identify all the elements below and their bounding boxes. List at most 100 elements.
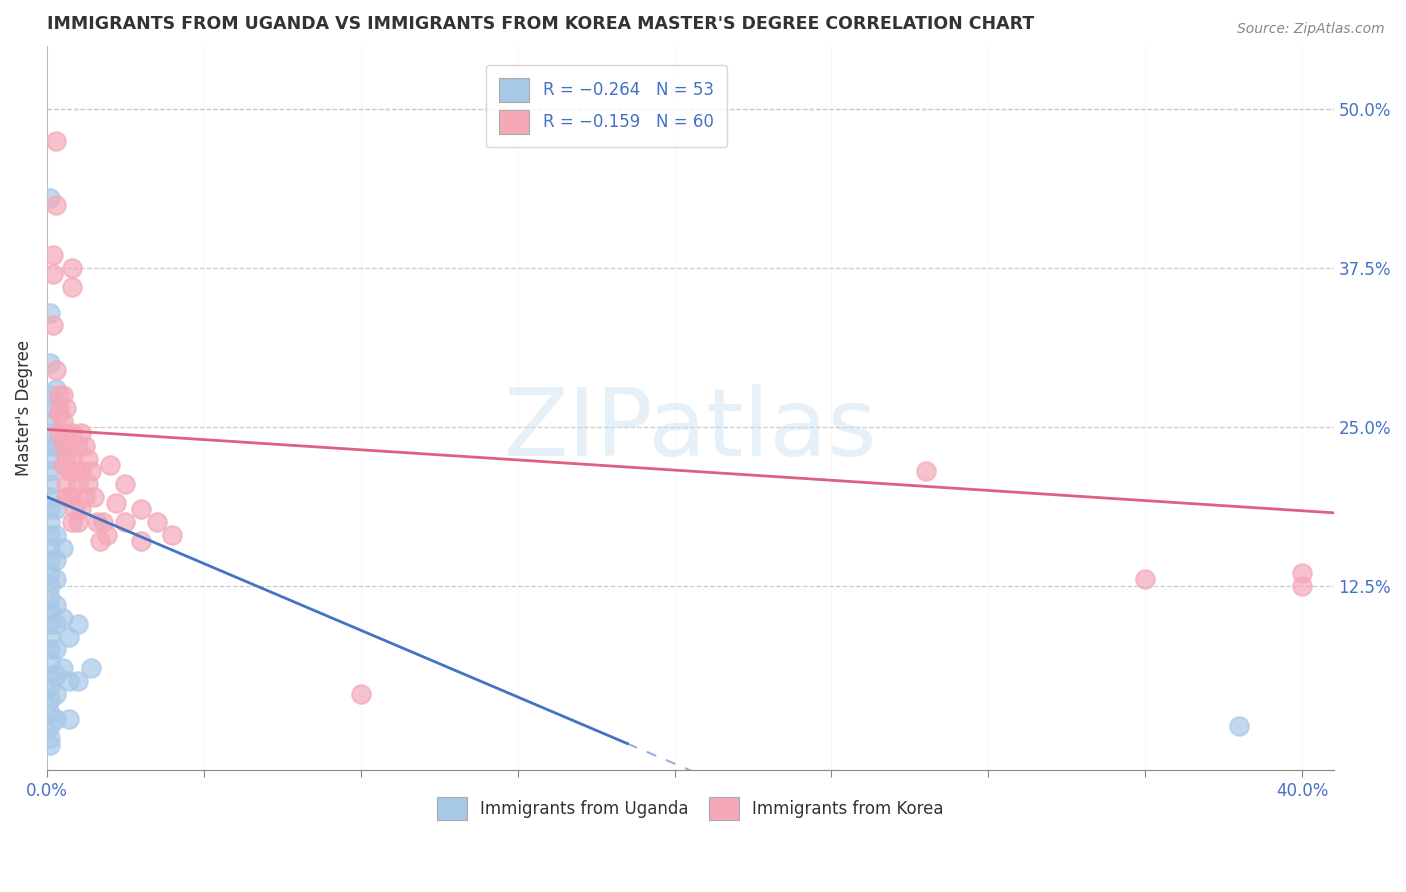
Point [39, 191, 62, 205]
Point [48, 388, 70, 402]
Point [39, 706, 62, 720]
Point [55, 401, 77, 415]
Point [96, 528, 118, 542]
Point [67, 616, 90, 631]
Point [39, 388, 62, 402]
Point [39, 553, 62, 567]
Point [39, 439, 62, 453]
Point [70, 426, 93, 441]
Point [45, 598, 67, 612]
Point [58, 630, 80, 644]
Point [45, 667, 67, 681]
Point [39, 426, 62, 441]
Point [45, 642, 67, 657]
Point [1135, 573, 1157, 587]
Point [52, 413, 75, 427]
Point [42, 318, 65, 333]
Point [45, 573, 67, 587]
Point [60, 426, 83, 441]
Point [52, 661, 75, 675]
Point [39, 490, 62, 504]
Point [45, 712, 67, 726]
Point [45, 502, 67, 516]
Point [1291, 579, 1313, 593]
Point [350, 687, 373, 701]
Point [73, 439, 96, 453]
Point [39, 305, 62, 319]
Point [86, 515, 108, 529]
Point [63, 502, 86, 516]
Point [55, 426, 77, 441]
Point [39, 566, 62, 580]
Point [52, 541, 75, 555]
Point [39, 681, 62, 695]
Point [39, 528, 62, 542]
Point [39, 642, 62, 657]
Point [76, 451, 98, 466]
Point [52, 388, 75, 402]
Point [45, 616, 67, 631]
Point [45, 553, 67, 567]
Point [80, 661, 103, 675]
Point [45, 439, 67, 453]
Text: ZIPatlas: ZIPatlas [503, 384, 877, 475]
Point [93, 515, 115, 529]
Point [45, 687, 67, 701]
Point [70, 502, 93, 516]
Point [1291, 566, 1313, 580]
Point [67, 439, 90, 453]
Point [114, 515, 136, 529]
Point [39, 515, 62, 529]
Point [48, 426, 70, 441]
Text: IMMIGRANTS FROM UGANDA VS IMMIGRANTS FROM KOREA MASTER'S DEGREE CORRELATION CHAR: IMMIGRANTS FROM UGANDA VS IMMIGRANTS FRO… [46, 15, 1035, 33]
Point [39, 667, 62, 681]
Point [42, 268, 65, 282]
Point [39, 541, 62, 555]
Point [67, 477, 90, 491]
Point [80, 464, 103, 478]
Point [45, 362, 67, 376]
Point [60, 515, 83, 529]
Point [39, 731, 62, 746]
Point [39, 693, 62, 707]
Point [58, 490, 80, 504]
Point [39, 604, 62, 618]
Point [45, 134, 67, 148]
Point [60, 280, 83, 294]
Point [39, 579, 62, 593]
Point [39, 356, 62, 370]
Legend: Immigrants from Uganda, Immigrants from Korea: Immigrants from Uganda, Immigrants from … [430, 790, 950, 827]
Point [67, 515, 90, 529]
Point [73, 490, 96, 504]
Y-axis label: Master's Degree: Master's Degree [15, 340, 32, 476]
Point [52, 439, 75, 453]
Point [39, 401, 62, 415]
Point [39, 477, 62, 491]
Point [104, 496, 127, 510]
Point [39, 718, 62, 732]
Point [39, 616, 62, 631]
Point [58, 712, 80, 726]
Point [60, 490, 83, 504]
Point [145, 515, 167, 529]
Point [67, 674, 90, 689]
Point [129, 502, 152, 516]
Point [1227, 718, 1250, 732]
Point [45, 197, 67, 211]
Point [45, 382, 67, 396]
Point [58, 464, 80, 478]
Point [114, 477, 136, 491]
Point [70, 464, 93, 478]
Text: Source: ZipAtlas.com: Source: ZipAtlas.com [1237, 22, 1385, 37]
Point [42, 248, 65, 262]
Point [52, 610, 75, 624]
Point [48, 407, 70, 421]
Point [45, 528, 67, 542]
Point [39, 630, 62, 644]
Point [63, 464, 86, 478]
Point [39, 738, 62, 752]
Point [55, 451, 77, 466]
Point [48, 401, 70, 415]
Point [76, 477, 98, 491]
Point [83, 490, 105, 504]
